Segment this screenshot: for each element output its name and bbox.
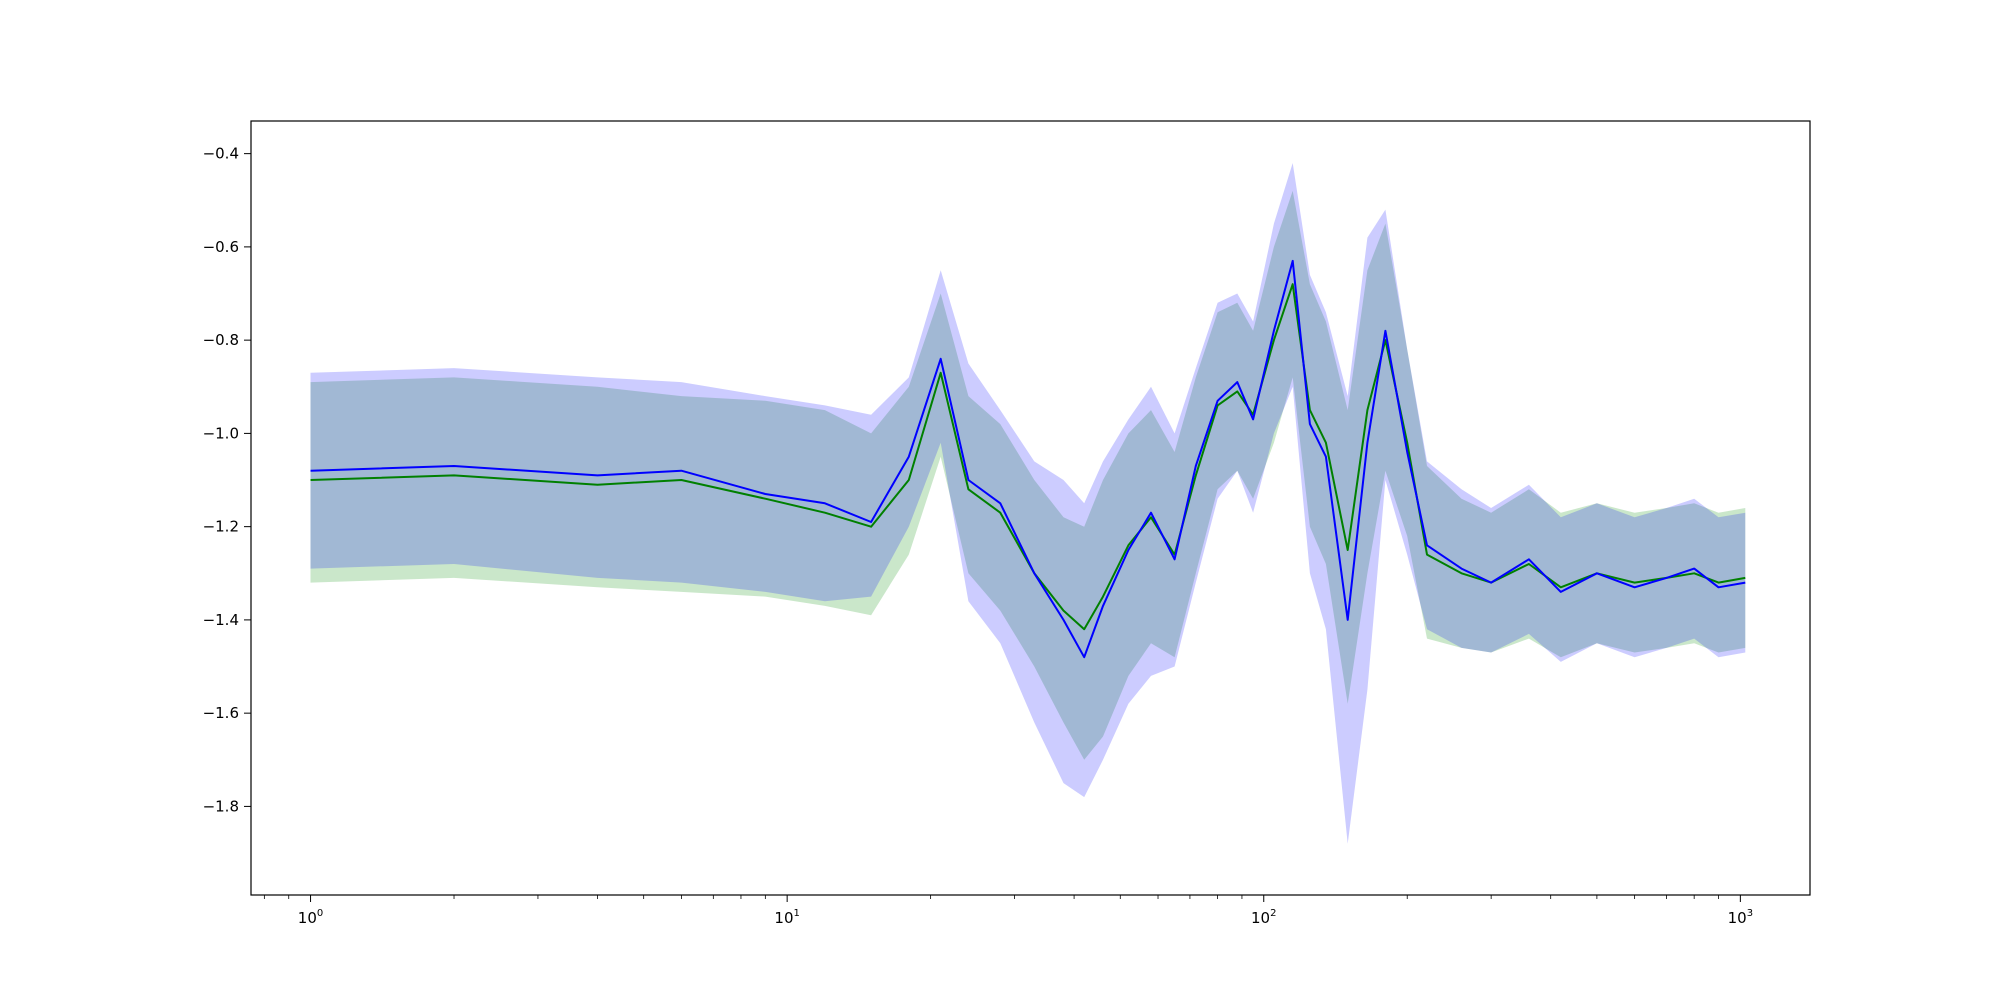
x-tick-label: 102 bbox=[1251, 908, 1276, 927]
y-tick-label: −1.6 bbox=[203, 704, 239, 722]
y-tick-label: −1.8 bbox=[203, 797, 239, 815]
series-1-line bbox=[310, 259, 1746, 659]
y-tick-label: −0.8 bbox=[203, 331, 239, 349]
y-tick-label: −1.2 bbox=[203, 518, 239, 536]
x-tick-label: 103 bbox=[1728, 908, 1753, 927]
series-lines bbox=[310, 259, 1746, 659]
x-tick-label: 101 bbox=[774, 908, 799, 927]
y-tick-label: −0.4 bbox=[203, 145, 239, 163]
plot-frame bbox=[250, 120, 1811, 896]
y-tick-label: −1.4 bbox=[203, 611, 239, 629]
y-tick-label: −0.6 bbox=[203, 238, 239, 256]
y-tick-label: −1.0 bbox=[203, 424, 239, 442]
x-axis: 100 101 102 103 bbox=[263, 895, 1753, 927]
x-tick-label: 100 bbox=[298, 908, 323, 927]
y-axis: −0.4 −0.6 −0.8 −1.0 −1.2 −1.4 −1.6 −1.8 bbox=[203, 145, 251, 815]
series-0-line bbox=[310, 283, 1746, 631]
